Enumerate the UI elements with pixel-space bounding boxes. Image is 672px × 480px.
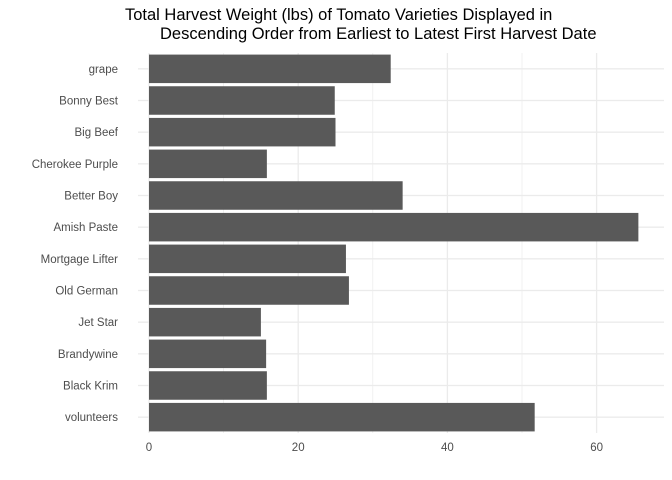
bar [149,276,349,305]
bar [149,212,639,242]
category-label: Black Krim [63,381,118,393]
x-tick-labels: 0 20 40 60 [146,442,603,454]
category-label: Mortgage Lifter [41,254,119,266]
chart-title-line-2: Descending Order from Earliest to Latest… [160,25,597,43]
x-tick-label: 40 [441,442,454,454]
bar [149,149,267,179]
bar [149,371,267,400]
bar [149,117,336,147]
x-tick-label: 20 [292,442,305,454]
category-label: Old German [55,286,118,298]
category-labels: grape Bonny Best Big Beef Cherokee Purple Be… [32,64,119,424]
bar [149,307,261,337]
bar [149,339,267,369]
bar [149,181,403,210]
category-label: Cherokee Purple [32,159,118,171]
bar-layer [149,54,639,432]
category-label: Bonny Best [59,96,119,108]
category-label: Better Boy [64,191,118,203]
chart-title-line-1: Total Harvest Weight (lbs) of Tomato Var… [125,6,552,24]
category-label: Amish Paste [53,222,118,234]
bar [149,244,346,274]
category-label: Brandywine [58,349,118,361]
bar [149,402,535,432]
category-label: volunteers [65,412,118,424]
x-tick-label: 0 [146,442,152,454]
x-tick-label: 60 [590,442,603,454]
bar [149,54,391,84]
category-label: Big Beef [75,127,119,139]
bar [149,86,335,115]
category-label: Jet Star [78,317,118,329]
category-label: grape [89,64,118,76]
